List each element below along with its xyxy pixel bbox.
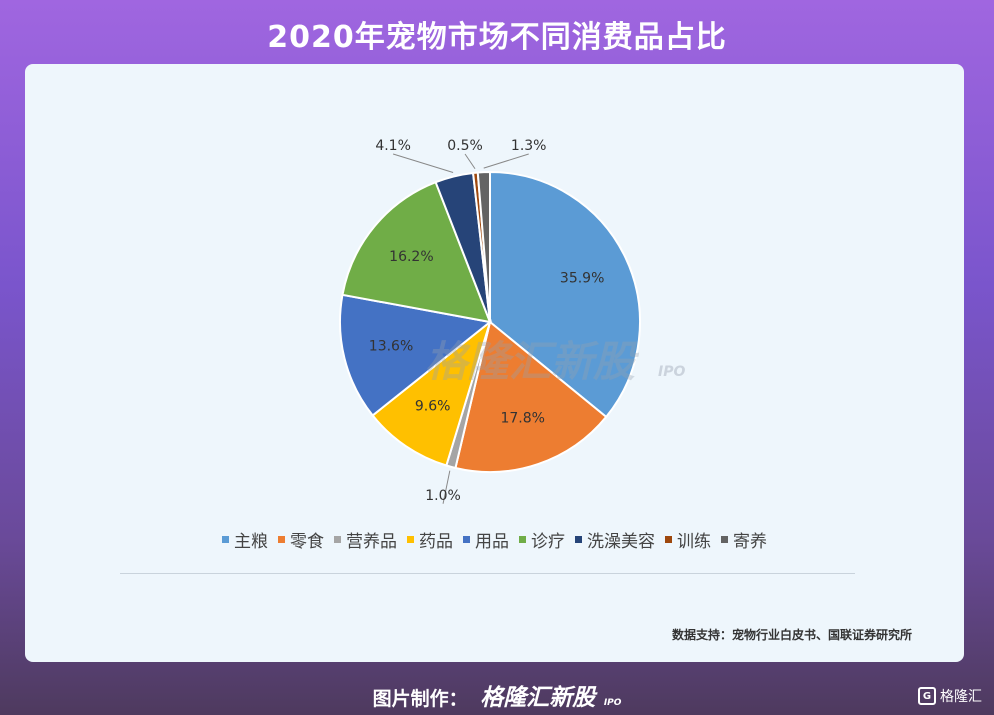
data-label-5: 13.6% bbox=[369, 339, 413, 355]
legend-label-8: 训练 bbox=[677, 532, 711, 552]
footer-credit: 图片制作： 格隆汇新股 IPO bbox=[0, 678, 994, 712]
footer-ipo: IPO bbox=[603, 698, 622, 708]
divider bbox=[120, 573, 855, 574]
legend-swatch-3 bbox=[334, 536, 341, 543]
corner-logo: G 格隆汇 bbox=[918, 686, 982, 706]
legend-swatch-5 bbox=[463, 536, 470, 543]
data-label-9: 1.3% bbox=[511, 138, 547, 154]
pie-slice-6 bbox=[341, 180, 492, 324]
legend-item-9: 寄养 bbox=[721, 527, 767, 552]
legend-item-3: 营养品 bbox=[334, 527, 397, 552]
data-label-2: 17.8% bbox=[500, 411, 544, 427]
legend-label-1: 主粮 bbox=[234, 532, 268, 552]
legend-label-7: 洗澡美容 bbox=[587, 532, 655, 552]
legend-swatch-9 bbox=[721, 536, 728, 543]
data-label-1: 35.9% bbox=[560, 270, 604, 286]
data-label-7: 4.1% bbox=[375, 138, 411, 154]
legend-label-6: 诊疗 bbox=[531, 532, 565, 552]
leader-line-7 bbox=[392, 153, 454, 173]
legend-label-3: 营养品 bbox=[346, 532, 397, 552]
legend-swatch-1 bbox=[222, 536, 229, 543]
pie-slice-1 bbox=[489, 170, 641, 419]
legend-label-5: 用品 bbox=[475, 532, 509, 552]
footer-prefix: 图片制作： bbox=[372, 688, 468, 710]
source-note: 数据支持：宠物行业白皮书、国联证券研究所 bbox=[671, 628, 912, 642]
pie-chart: 格隆汇新股 IPO 35.9% 17.8% 1.0% 9.6% 13.6% 16.2% 4.1%… bbox=[339, 138, 685, 504]
chart-legend: 主粮 零食 营养品 药品 用品 诊疗 洗澡美容 训练 寄养 bbox=[25, 527, 964, 552]
pie-slice-4 bbox=[371, 319, 492, 467]
legend-item-8: 训练 bbox=[665, 527, 711, 552]
watermark-ipo: IPO bbox=[658, 364, 685, 380]
data-label-6: 16.2% bbox=[389, 249, 433, 265]
leader-line-8 bbox=[464, 153, 476, 170]
watermark: 格隆汇新股 bbox=[425, 337, 640, 386]
data-label-3: 1.0% bbox=[425, 488, 461, 504]
corner-logo-text: 格隆汇 bbox=[940, 689, 982, 705]
legend-swatch-8 bbox=[665, 536, 672, 543]
legend-item-1: 主粮 bbox=[222, 527, 268, 552]
logo-icon: G bbox=[918, 687, 936, 705]
data-label-4: 9.6% bbox=[415, 398, 451, 414]
legend-item-7: 洗澡美容 bbox=[575, 527, 655, 552]
legend-swatch-4 bbox=[407, 536, 414, 543]
leader-line-3 bbox=[442, 470, 451, 504]
chart-panel: 格隆汇新股 IPO 35.9% 17.8% 1.0% 9.6% 13.6% 16.2% 4.1%… bbox=[25, 64, 964, 662]
leader-line-9 bbox=[483, 153, 529, 169]
legend-swatch-6 bbox=[519, 536, 526, 543]
legend-label-4: 药品 bbox=[419, 532, 453, 552]
data-label-8: 0.5% bbox=[447, 138, 483, 154]
legend-item-6: 诊疗 bbox=[519, 527, 565, 552]
page-title: 2020年宠物市场不同消费品占比 bbox=[267, 20, 727, 55]
pie-slice-9 bbox=[476, 170, 491, 323]
legend-label-2: 零食 bbox=[290, 532, 324, 552]
legend-label-9: 寄养 bbox=[733, 532, 767, 552]
legend-item-2: 零食 bbox=[278, 527, 324, 552]
legend-item-4: 药品 bbox=[407, 527, 453, 552]
legend-swatch-2 bbox=[278, 536, 285, 543]
legend-swatch-7 bbox=[575, 536, 582, 543]
pie-slice-2 bbox=[454, 320, 608, 473]
footer-brand: 格隆汇新股 bbox=[480, 685, 596, 711]
pie-slice-5 bbox=[339, 293, 493, 417]
legend-item-5: 用品 bbox=[463, 527, 509, 552]
